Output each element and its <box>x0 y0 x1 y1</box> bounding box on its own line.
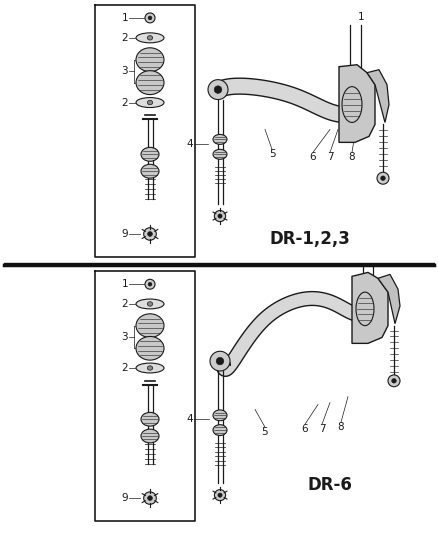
Text: 3: 3 <box>121 66 128 76</box>
Ellipse shape <box>213 134 227 144</box>
Circle shape <box>216 357 224 365</box>
Polygon shape <box>216 292 357 376</box>
Text: 2: 2 <box>121 33 128 43</box>
Text: 8: 8 <box>338 422 344 432</box>
Ellipse shape <box>136 33 164 43</box>
Circle shape <box>392 378 396 383</box>
Polygon shape <box>352 272 388 343</box>
Ellipse shape <box>213 410 227 421</box>
Polygon shape <box>367 70 389 123</box>
Polygon shape <box>378 274 400 324</box>
Circle shape <box>218 214 222 218</box>
Ellipse shape <box>136 48 164 71</box>
Ellipse shape <box>342 87 362 123</box>
Circle shape <box>214 86 222 93</box>
Ellipse shape <box>213 149 227 159</box>
Ellipse shape <box>136 98 164 108</box>
Circle shape <box>381 176 385 181</box>
Circle shape <box>210 351 230 371</box>
Text: 5: 5 <box>261 427 268 437</box>
Circle shape <box>388 375 400 387</box>
Text: 2: 2 <box>121 363 128 373</box>
Text: 1: 1 <box>121 13 128 23</box>
Text: 6: 6 <box>302 424 308 434</box>
Ellipse shape <box>147 366 153 370</box>
Text: 2: 2 <box>121 98 128 108</box>
Polygon shape <box>216 78 345 123</box>
Circle shape <box>214 211 226 222</box>
Circle shape <box>208 79 228 100</box>
Text: 3: 3 <box>121 332 128 342</box>
Ellipse shape <box>147 302 153 306</box>
Ellipse shape <box>141 413 159 426</box>
Ellipse shape <box>147 36 153 40</box>
Ellipse shape <box>356 292 374 326</box>
Text: DR-6: DR-6 <box>307 477 353 494</box>
Text: 1: 1 <box>358 12 364 22</box>
Text: 4: 4 <box>187 139 193 149</box>
Circle shape <box>148 282 152 286</box>
Circle shape <box>148 16 152 20</box>
Text: 7: 7 <box>319 424 325 434</box>
Polygon shape <box>339 64 375 142</box>
Ellipse shape <box>147 100 153 105</box>
Text: 8: 8 <box>349 152 355 163</box>
Ellipse shape <box>136 336 164 360</box>
Ellipse shape <box>141 147 159 161</box>
Circle shape <box>148 496 152 500</box>
Ellipse shape <box>141 164 159 178</box>
Ellipse shape <box>213 425 227 435</box>
Ellipse shape <box>141 429 159 443</box>
Circle shape <box>214 490 226 500</box>
Text: 9: 9 <box>121 229 128 239</box>
Ellipse shape <box>136 299 164 309</box>
Text: 4: 4 <box>187 414 193 424</box>
Text: 9: 9 <box>121 493 128 503</box>
Circle shape <box>145 13 155 23</box>
Text: 7: 7 <box>327 152 333 163</box>
Ellipse shape <box>136 314 164 337</box>
Text: DR-1,2,3: DR-1,2,3 <box>269 230 350 248</box>
Circle shape <box>148 231 152 236</box>
Circle shape <box>144 492 156 504</box>
Text: 5: 5 <box>268 149 276 159</box>
Circle shape <box>377 172 389 184</box>
Circle shape <box>145 279 155 289</box>
Text: 6: 6 <box>310 152 316 163</box>
Text: 1: 1 <box>121 279 128 289</box>
Ellipse shape <box>136 71 164 94</box>
Ellipse shape <box>136 363 164 373</box>
Circle shape <box>218 493 222 497</box>
Circle shape <box>144 228 156 240</box>
Text: 2: 2 <box>121 299 128 309</box>
